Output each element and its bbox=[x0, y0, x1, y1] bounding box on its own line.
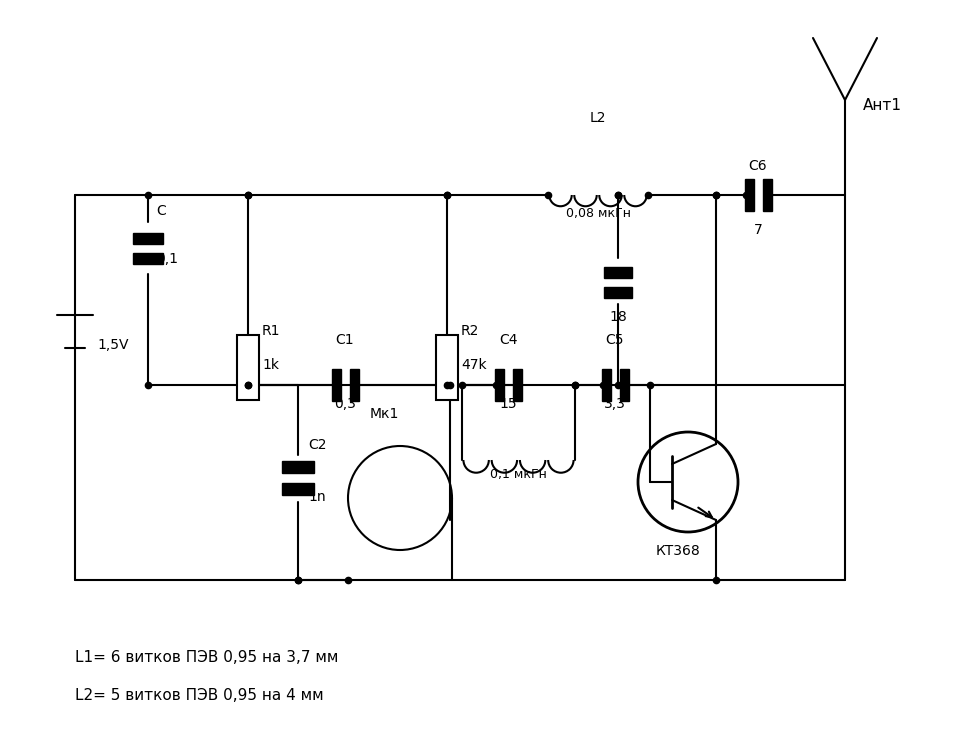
Bar bbox=[762, 179, 771, 211]
Text: 1k: 1k bbox=[262, 358, 279, 372]
Bar bbox=[349, 369, 358, 401]
Text: C1: C1 bbox=[336, 333, 354, 347]
Bar bbox=[745, 179, 753, 211]
Bar bbox=[282, 483, 314, 495]
Bar bbox=[133, 252, 163, 263]
Text: 0,08 мкГн: 0,08 мкГн bbox=[565, 207, 630, 220]
Bar bbox=[604, 266, 632, 278]
Text: R2: R2 bbox=[461, 324, 479, 338]
Bar bbox=[601, 369, 611, 401]
Text: 7: 7 bbox=[753, 223, 762, 237]
Text: R1: R1 bbox=[262, 324, 280, 338]
Text: 1n: 1n bbox=[308, 490, 326, 504]
Text: 3,3: 3,3 bbox=[604, 397, 626, 411]
Text: 0,1: 0,1 bbox=[156, 252, 178, 266]
Text: C2: C2 bbox=[308, 438, 327, 452]
Text: 47k: 47k bbox=[461, 358, 487, 372]
Text: КТ368: КТ368 bbox=[656, 544, 701, 558]
Bar bbox=[332, 369, 341, 401]
Text: Ант1: Ант1 bbox=[863, 97, 902, 112]
Bar bbox=[133, 232, 163, 243]
Text: 0,1 мкГн: 0,1 мкГн bbox=[490, 468, 547, 481]
Text: C4: C4 bbox=[499, 333, 517, 347]
Bar bbox=[282, 461, 314, 473]
Text: L2= 5 витков ПЭВ 0,95 на 4 мм: L2= 5 витков ПЭВ 0,95 на 4 мм bbox=[75, 688, 324, 703]
Bar bbox=[495, 369, 504, 401]
Text: 15: 15 bbox=[499, 397, 517, 411]
Text: L1= 6 витков ПЭВ 0,95 на 3,7 мм: L1= 6 витков ПЭВ 0,95 на 3,7 мм bbox=[75, 650, 339, 665]
Bar bbox=[436, 335, 458, 400]
Text: Мк1: Мк1 bbox=[370, 407, 399, 421]
Bar bbox=[604, 286, 632, 298]
Text: 18: 18 bbox=[609, 310, 627, 324]
Bar bbox=[237, 335, 259, 400]
Text: L2: L2 bbox=[590, 111, 606, 125]
Bar bbox=[620, 369, 629, 401]
Text: 1,5V: 1,5V bbox=[97, 338, 129, 352]
Text: C5: C5 bbox=[606, 333, 625, 347]
Text: C6: C6 bbox=[749, 159, 767, 173]
Text: 0,3: 0,3 bbox=[334, 397, 356, 411]
Bar bbox=[512, 369, 521, 401]
Text: C: C bbox=[156, 204, 166, 218]
